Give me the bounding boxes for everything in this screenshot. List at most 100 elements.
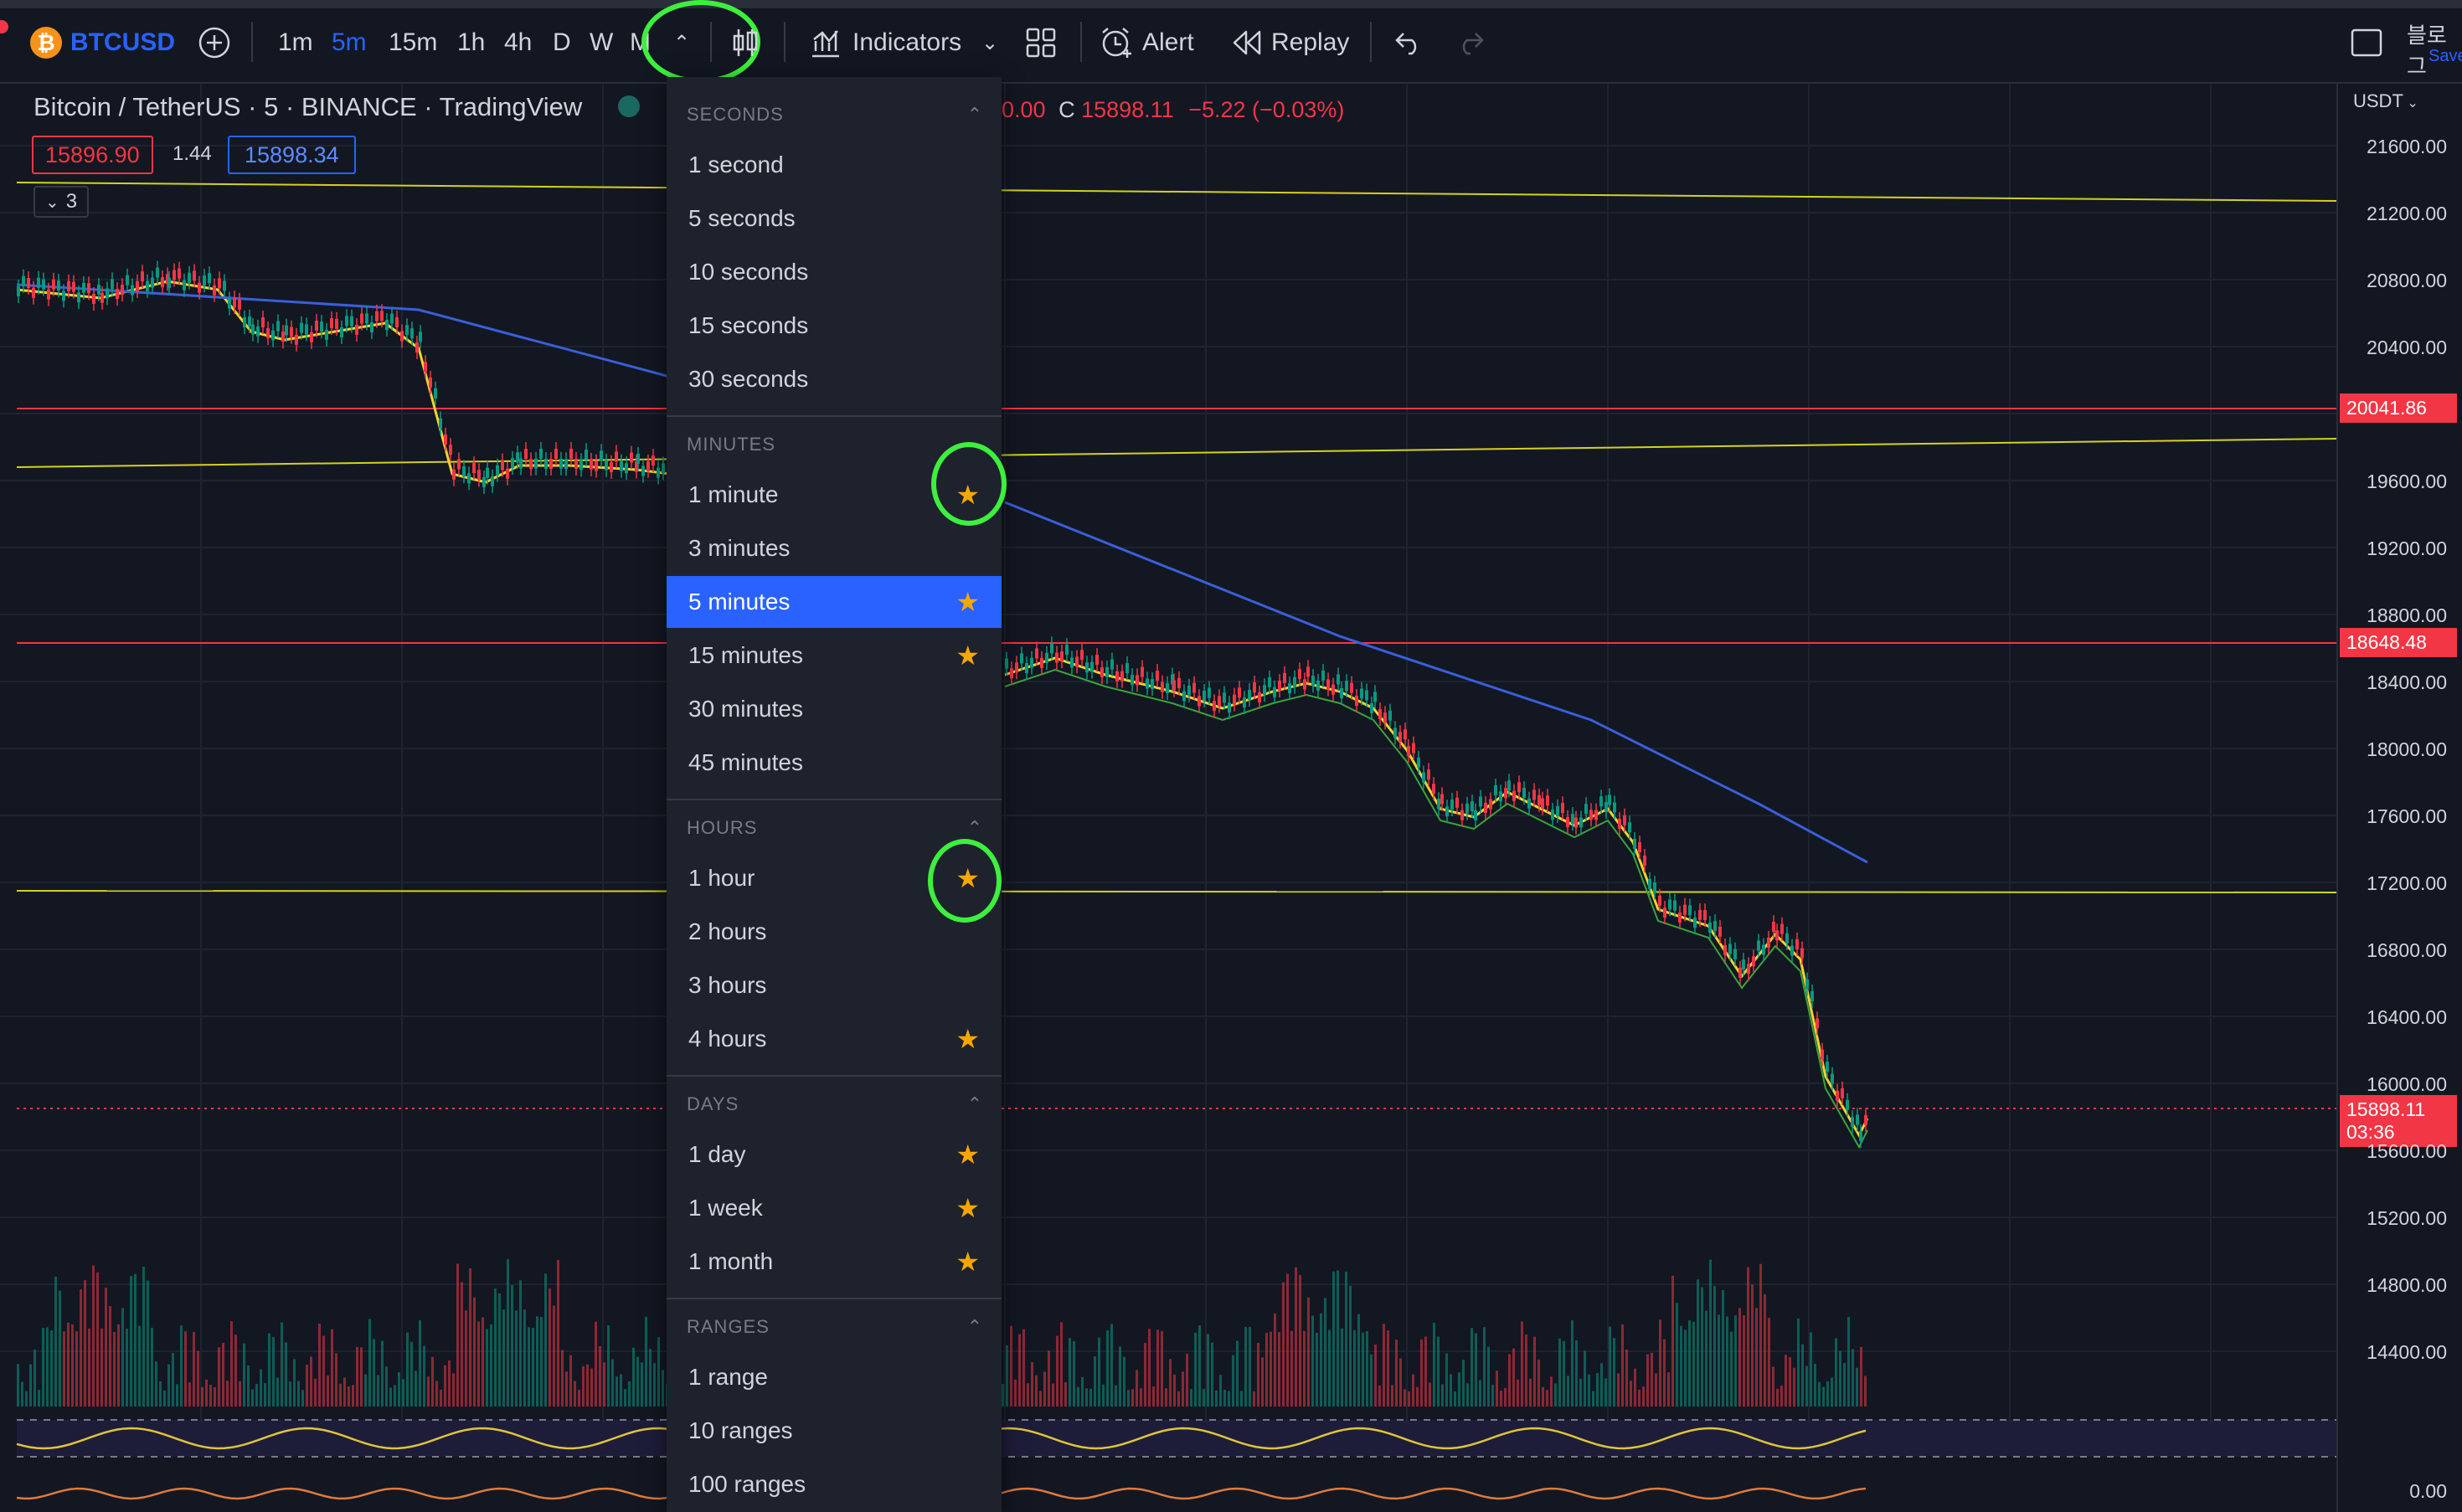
interval-1h[interactable]: 1h — [457, 28, 486, 56]
price-axis[interactable]: USDT ⌄ 21600.00 21200.00 20800.00 20400.… — [2336, 84, 2462, 1512]
chevron-down-icon: ⌄ — [2403, 96, 2418, 111]
currency-selector[interactable]: USDT ⌄ — [2353, 90, 2418, 112]
candle-body — [1350, 682, 1353, 693]
favorite-star-icon[interactable]: ★ — [955, 863, 980, 893]
favorite-star-icon[interactable]: ★ — [955, 480, 980, 510]
symbol-search-button[interactable]: BTCUSD — [70, 28, 175, 56]
replay-button[interactable]: Replay — [1231, 15, 1349, 70]
indicators-collapse-button[interactable]: ⌄ 3 — [33, 186, 89, 218]
candle-body — [1136, 675, 1139, 686]
interval-item-2-hours[interactable]: 2 hours — [667, 906, 1002, 958]
volume-bar — [188, 1382, 191, 1407]
indicators-dropdown-chevron[interactable]: ⌄ — [981, 15, 998, 70]
volume-bar — [1835, 1338, 1837, 1407]
volume-bar — [172, 1353, 174, 1407]
interval-item-5-minutes[interactable]: 5 minutes ★ — [667, 576, 1002, 628]
volume-bar — [1734, 1315, 1737, 1407]
volume-bar — [373, 1339, 375, 1407]
interval-d[interactable]: D — [553, 28, 571, 56]
section-header-minutes[interactable]: MINUTES — [667, 424, 1002, 465]
candle-body — [1383, 712, 1387, 723]
alert-button[interactable]: Alert — [1100, 15, 1194, 70]
volume-bar — [1290, 1330, 1293, 1407]
alert-label: Alert — [1142, 28, 1194, 56]
interval-4h[interactable]: 4h — [504, 28, 533, 56]
interval-item-5-seconds[interactable]: 5 seconds — [667, 193, 1002, 244]
section-header-seconds[interactable]: SECONDS ⌃ — [667, 94, 1002, 136]
favorite-star-icon[interactable]: ★ — [955, 1193, 980, 1223]
interval-item-15-seconds[interactable]: 15 seconds — [667, 300, 1002, 352]
candle-body — [1541, 798, 1544, 809]
interval-item-4-hours[interactable]: 4 hours ★ — [667, 1013, 1002, 1065]
compare-add-button[interactable] — [198, 15, 231, 70]
interval-w[interactable]: W — [590, 28, 614, 56]
layout-button[interactable] — [1025, 15, 1057, 70]
sell-price-button[interactable]: 15896.90 — [32, 136, 153, 174]
candle-body — [87, 283, 90, 294]
interval-m[interactable]: M — [630, 28, 651, 56]
fullscreen-button[interactable] — [2350, 15, 2383, 70]
volume-bar — [1140, 1388, 1142, 1407]
interval-15m[interactable]: 15m — [389, 28, 438, 56]
interval-1m[interactable]: 1m — [278, 28, 313, 56]
candle-body — [1015, 662, 1018, 673]
candle-body — [564, 459, 568, 470]
interval-item-10-ranges[interactable]: 10 ranges — [667, 1405, 1002, 1457]
interval-item-15-minutes[interactable]: 15 minutes ★ — [667, 630, 1002, 681]
candle-body — [156, 267, 159, 278]
candle-body — [462, 466, 466, 477]
interval-item-label: 1 hour — [688, 865, 755, 891]
buy-price-button[interactable]: 15898.34 — [228, 136, 356, 174]
volume-bar — [1378, 1386, 1381, 1407]
section-divider — [667, 799, 1002, 800]
interval-item-10-seconds[interactable]: 10 seconds — [667, 246, 1002, 298]
undo-button[interactable] — [1393, 15, 1424, 70]
price-chart-canvas[interactable] — [0, 84, 2337, 1512]
favorite-star-icon[interactable]: ★ — [955, 1139, 980, 1170]
interval-item-30-minutes[interactable]: 30 minutes — [667, 683, 1002, 735]
interval-5m[interactable]: 5m — [332, 28, 367, 56]
volume-bar — [1680, 1325, 1682, 1407]
interval-item-1-week[interactable]: 1 week ★ — [667, 1182, 1002, 1234]
candle-body — [188, 272, 191, 283]
section-header-hours[interactable]: HOURS ⌃ — [667, 807, 1002, 849]
volume-bar — [448, 1360, 451, 1407]
market-status-icon[interactable] — [618, 95, 640, 117]
candle-body — [248, 316, 251, 327]
interval-item-1-second[interactable]: 1 second — [667, 139, 1002, 191]
interval-item-1-minute[interactable]: 1 minute ★ — [667, 469, 1002, 521]
section-header-days[interactable]: DAYS ⌃ — [667, 1083, 1002, 1125]
favorite-star-icon[interactable]: ★ — [955, 1024, 980, 1054]
interval-item-30-seconds[interactable]: 30 seconds — [667, 353, 1002, 405]
interval-item-45-minutes[interactable]: 45 minutes — [667, 737, 1002, 789]
interval-item-1-range[interactable]: 1 range — [667, 1351, 1002, 1403]
indicators-button[interactable]: Indicators — [809, 15, 961, 70]
candle-body — [1192, 682, 1196, 693]
interval-item-100-ranges[interactable]: 100 ranges — [667, 1458, 1002, 1510]
volume-bar — [1265, 1332, 1268, 1407]
candle-body — [1156, 671, 1159, 681]
interval-item-1-hour[interactable]: 1 hour ★ — [667, 852, 1002, 904]
chart-type-button[interactable] — [730, 15, 760, 70]
interval-dropdown-toggle[interactable]: ⌃ — [673, 15, 690, 70]
window-close-dot[interactable] — [0, 20, 8, 33]
favorite-star-icon[interactable]: ★ — [955, 1247, 980, 1277]
interval-item-1-day[interactable]: 1 day ★ — [667, 1129, 1002, 1180]
volume-bar — [1621, 1324, 1624, 1407]
chart-pane[interactable] — [0, 84, 2337, 1512]
volume-bar — [1508, 1354, 1511, 1407]
volume-bar — [163, 1390, 166, 1407]
candle-body — [1633, 838, 1636, 849]
interval-item-3-minutes[interactable]: 3 minutes — [667, 522, 1002, 574]
candle-body — [1393, 728, 1397, 738]
interval-item-3-hours[interactable]: 3 hours — [667, 959, 1002, 1011]
save-layout-title[interactable]: 블로그 — [2407, 23, 2447, 79]
section-header-ranges[interactable]: RANGES ⌃ — [667, 1306, 1002, 1348]
candle-body — [1831, 1073, 1834, 1084]
redo-button[interactable] — [1455, 15, 1486, 70]
interval-item-1-month[interactable]: 1 month ★ — [667, 1236, 1002, 1288]
volume-bar — [310, 1356, 312, 1407]
favorite-star-icon[interactable]: ★ — [955, 640, 980, 671]
favorite-star-icon[interactable]: ★ — [955, 587, 980, 617]
save-layout-subtitle[interactable]: Save — [2429, 47, 2462, 65]
